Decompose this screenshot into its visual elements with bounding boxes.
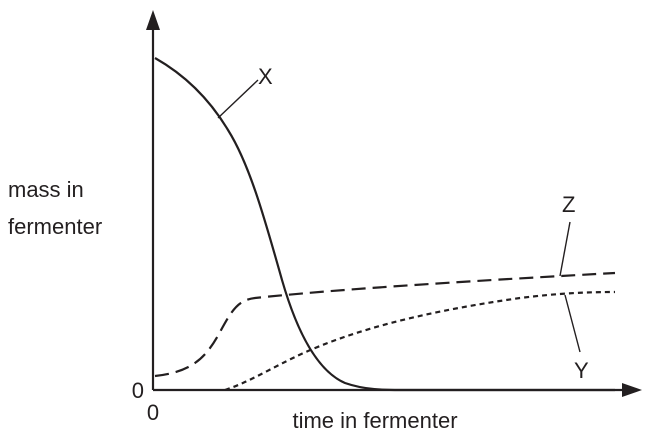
x-axis-label: time in fermenter [292,408,457,433]
curve-y [224,290,616,392]
leader-z [559,221,571,277]
y-axis-label: mass in [8,177,84,202]
curve-x [154,57,615,392]
x-origin-label: 0 [147,400,159,425]
curve-label: Y [574,358,589,383]
y-arrow [146,10,160,30]
leader-y [564,294,581,353]
leader-x [217,79,259,119]
curve-label: X [258,64,273,89]
y-origin-label: 0 [132,378,144,403]
x-arrow [622,383,642,397]
curve-label: Z [562,192,575,217]
y-axis-label: fermenter [8,214,102,239]
curve-z [154,271,616,378]
